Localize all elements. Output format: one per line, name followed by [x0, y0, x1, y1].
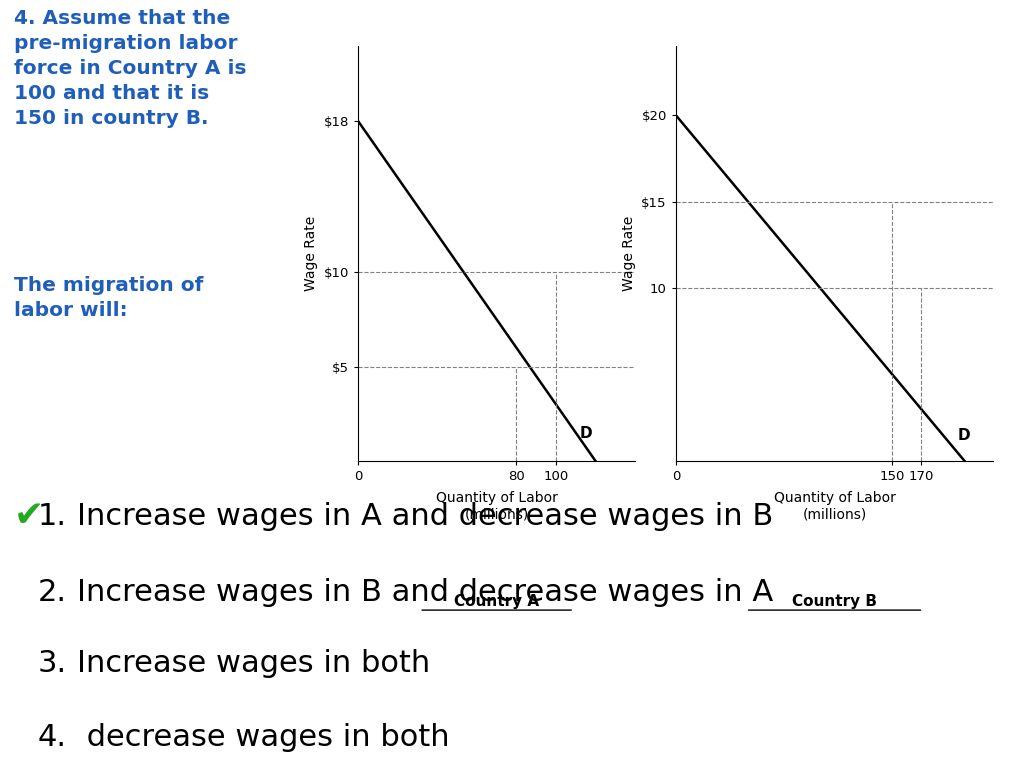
Text: Country A: Country A — [454, 594, 540, 608]
Text: Country B: Country B — [792, 594, 878, 608]
Text: Increase wages in B and decrease wages in A: Increase wages in B and decrease wages i… — [77, 578, 773, 607]
Text: Increase wages in A and decrease wages in B: Increase wages in A and decrease wages i… — [77, 502, 773, 531]
X-axis label: Quantity of Labor
(millions): Quantity of Labor (millions) — [435, 492, 558, 521]
Text: D: D — [580, 426, 592, 441]
Text: The migration of
labor will:: The migration of labor will: — [14, 276, 204, 320]
Text: decrease wages in both: decrease wages in both — [77, 723, 450, 752]
Text: 1.: 1. — [38, 502, 67, 531]
Text: D: D — [957, 428, 970, 443]
Text: Increase wages in both: Increase wages in both — [77, 649, 430, 678]
Text: ✔: ✔ — [13, 499, 44, 533]
Text: 4.: 4. — [38, 723, 67, 752]
Y-axis label: Wage Rate: Wage Rate — [622, 216, 636, 291]
Y-axis label: Wage Rate: Wage Rate — [304, 216, 318, 291]
Text: 2.: 2. — [38, 578, 67, 607]
Text: 4. Assume that the
pre-migration labor
force in Country A is
100 and that it is
: 4. Assume that the pre-migration labor f… — [14, 9, 247, 128]
X-axis label: Quantity of Labor
(millions): Quantity of Labor (millions) — [773, 492, 896, 521]
Text: 3.: 3. — [38, 649, 67, 678]
